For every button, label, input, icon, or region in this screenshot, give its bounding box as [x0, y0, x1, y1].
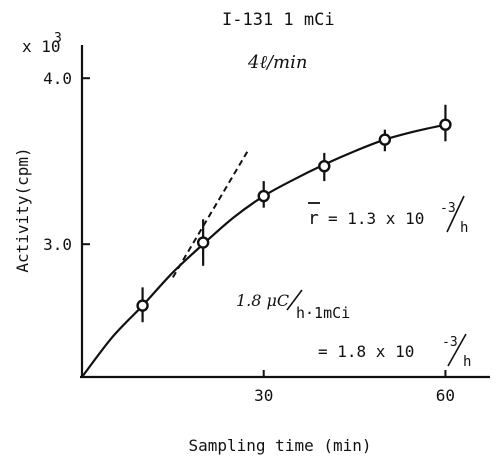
y-tick-label: 3.0 — [43, 235, 72, 254]
y-tick-label: 4.0 — [43, 69, 72, 88]
ratio-value: = 1.8 x 10 — [318, 342, 414, 361]
ratio-unit: h — [463, 354, 471, 370]
tangent-line — [171, 149, 250, 278]
x-tick-label: 60 — [436, 386, 455, 405]
data-points — [136, 104, 452, 323]
ratio-slash-2 — [447, 333, 467, 367]
data-point — [257, 189, 270, 203]
rate-slash — [446, 195, 465, 233]
data-point — [439, 118, 452, 131]
data-point — [136, 299, 149, 312]
rate-exp: -3 — [440, 201, 456, 216]
data-point — [378, 133, 392, 146]
axes: 30 60 3.0 4.0 — [43, 45, 490, 405]
ratio-annotation: 1.8 μC h·1mCi = 1.8 x 10 -3 h — [236, 289, 471, 370]
ticks — [82, 77, 447, 377]
y-axis-label: Activity(cpm) — [13, 147, 32, 272]
ratio-label: 1.8 μC — [236, 291, 289, 310]
tick-labels: 30 60 3.0 4.0 — [43, 69, 455, 405]
data-point — [318, 159, 331, 173]
title-line-1: I-131 1 mCi — [222, 10, 335, 30]
y-multiplier-exp: 3 — [54, 31, 62, 46]
y-multiplier: x 10 — [22, 37, 61, 56]
ratio-slash — [286, 289, 303, 311]
ratio-exp: -3 — [442, 335, 458, 350]
rate-unit: h — [460, 220, 468, 236]
fit-curve — [81, 123, 446, 378]
rate-label: r — [308, 208, 319, 229]
ratio-denominator: h·1mCi — [296, 304, 350, 322]
rate-annotation: r = 1.3 x 10 -3 h — [308, 195, 468, 236]
rate-value: = 1.3 x 10 — [328, 209, 424, 228]
data-point — [196, 236, 210, 249]
x-axis-label: Sampling time (min) — [188, 436, 371, 455]
title-line-2: 4ℓ/min — [247, 52, 307, 73]
x-tick-label: 30 — [254, 386, 273, 405]
